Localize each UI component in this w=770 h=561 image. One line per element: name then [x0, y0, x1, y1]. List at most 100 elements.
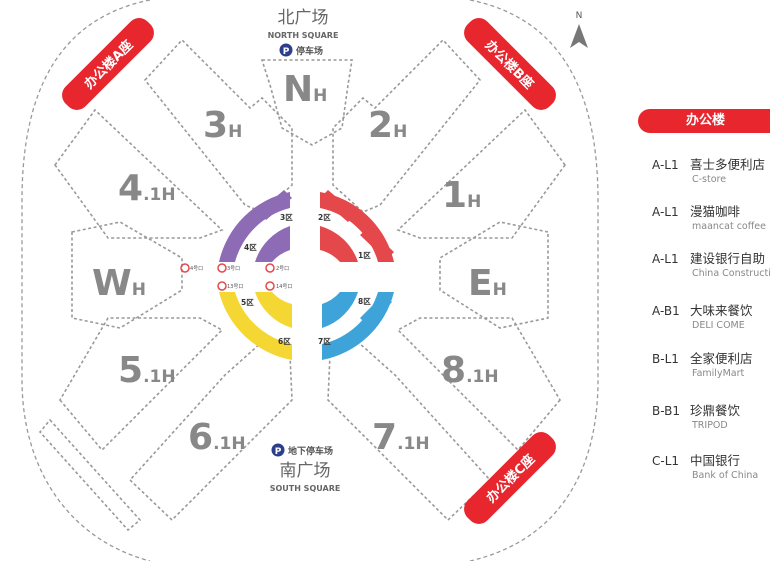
office-c-ribbon[interactable]: 办公楼C座	[459, 427, 561, 529]
zone-yellow-outer	[219, 292, 292, 360]
item-en: DELI COME	[692, 320, 745, 331]
zone-3-label[interactable]: 3区	[280, 213, 293, 222]
zone-2-label[interactable]: 2区	[318, 213, 331, 222]
office-a-ribbon[interactable]: 办公楼A座	[57, 13, 159, 115]
hall-3-label[interactable]: 3H	[203, 105, 242, 146]
metro-icon	[217, 281, 227, 291]
zone-7-label[interactable]: 7区	[318, 337, 331, 346]
hall-e-outline	[439, 221, 549, 329]
compass-north-label: N	[576, 11, 583, 21]
hall-4-outline	[54, 108, 224, 239]
north-square-title: 北广场	[278, 8, 329, 28]
hall-w-label[interactable]: WH	[92, 263, 146, 304]
list-item[interactable]: A-L1 漫猫咖啡 maancat coffee	[652, 201, 770, 232]
hall-5-label[interactable]: 5.1H	[118, 350, 176, 391]
item-code: C-L1	[652, 454, 680, 468]
exit-14-label[interactable]: 14号口	[276, 284, 292, 290]
item-name: 全家便利店	[690, 351, 753, 366]
parking-icon-glyph: P	[283, 47, 290, 57]
item-en: maancat coffee	[692, 221, 766, 232]
zone-red-inner	[320, 226, 358, 262]
item-name: 漫猫咖啡	[690, 204, 741, 219]
hall-outlines	[38, 38, 566, 532]
hall-4-label[interactable]: 4.1H	[118, 168, 176, 209]
metro-icon	[180, 263, 190, 273]
list-item[interactable]: A-L1 喜士多便利店 C-store	[652, 154, 770, 185]
exit-13-label[interactable]: 13号口	[227, 284, 243, 290]
office-panel: 办公楼 A-L1 喜士多便利店 C-store A-L1 漫猫咖啡 maancat …	[620, 0, 770, 561]
hall-6-outline	[128, 341, 293, 522]
exit-4-label[interactable]: 4号口	[190, 266, 203, 272]
item-code: A-L1	[652, 252, 679, 266]
metro-exits: 4号口 3号口 2号口 13号口 14号口	[180, 263, 292, 291]
item-code: A-B1	[652, 304, 680, 318]
item-en: Bank of China	[692, 470, 759, 481]
zone-4-label[interactable]: 4区	[244, 243, 257, 252]
hall-n-main: N	[283, 69, 313, 110]
list-item[interactable]: A-L1 建设银行自助 China Construction	[652, 248, 770, 279]
list-item[interactable]: C-L1 中国银行 Bank of China	[652, 450, 770, 481]
item-en: C-store	[692, 174, 727, 185]
exit-2-label[interactable]: 2号口	[276, 266, 289, 272]
hall-5-outline	[59, 317, 224, 452]
north-square-subtitle: NORTH SQUARE	[268, 31, 339, 40]
hall-8-label[interactable]: 8.1H	[441, 350, 499, 391]
item-name: 大味来餐饮	[690, 303, 753, 318]
zone-1-label[interactable]: 1区	[358, 251, 371, 260]
zone-3-bar	[258, 190, 292, 220]
zone-5-label[interactable]: 5区	[241, 298, 254, 307]
item-code: A-L1	[652, 205, 679, 219]
hall-2-label[interactable]: 2H	[368, 105, 407, 146]
hall-1-outline	[396, 108, 566, 239]
south-parking-label[interactable]: 地下停车场	[288, 445, 333, 457]
metro-icon	[265, 263, 275, 273]
sw-corridor-outline	[38, 418, 142, 532]
zone-purple-inner	[255, 226, 290, 262]
office-b-ribbon[interactable]: 办公楼B座	[459, 13, 561, 115]
list-item[interactable]: B-L1 全家便利店 FamilyMart	[652, 348, 770, 379]
hall-n-outline	[260, 59, 353, 146]
hall-n-sub: H	[313, 86, 327, 106]
list-item[interactable]: A-B1 大味来餐饮 DELI COME	[652, 300, 770, 331]
hall-8-outline	[396, 317, 561, 452]
south-square-subtitle: SOUTH SQUARE	[270, 484, 341, 493]
item-en: China Construction	[692, 268, 770, 279]
item-code: B-L1	[652, 352, 679, 366]
item-name: 喜士多便利店	[690, 157, 766, 172]
metro-icon	[217, 263, 227, 273]
zone-2-bar	[320, 190, 356, 222]
exit-3-label[interactable]: 3号口	[227, 266, 240, 272]
parking-icon	[271, 443, 285, 457]
parking-icon	[279, 43, 293, 57]
zone-1-bar	[360, 228, 394, 260]
central-hub	[219, 190, 394, 360]
venue-outline	[21, 0, 599, 561]
south-square-title: 南广场	[280, 461, 331, 481]
zone-6-label[interactable]: 6区	[278, 337, 291, 346]
zone-blue-inner	[322, 292, 358, 328]
zone-8-label[interactable]: 8区	[358, 297, 371, 306]
hall-e-label[interactable]: EH	[468, 263, 507, 304]
item-en: FamilyMart	[692, 368, 745, 379]
compass: N	[570, 11, 588, 48]
item-code: A-L1	[652, 158, 679, 172]
item-code: B-B1	[652, 404, 681, 418]
metro-icon	[265, 281, 275, 291]
hall-n-label[interactable]: NH	[283, 69, 327, 110]
hall-6-label[interactable]: 6.1H	[188, 417, 246, 458]
office-panel-title[interactable]: 办公楼	[638, 109, 770, 133]
north-arrow-icon	[570, 24, 588, 48]
north-parking-label[interactable]: 停车场	[296, 45, 323, 57]
zone-8-bar	[360, 294, 392, 326]
hall-7-label[interactable]: 7.1H	[372, 417, 430, 458]
item-en: TRIPOD	[692, 420, 728, 431]
venue-map: 4号口 3号口 2号口 13号口 14号口 3区 2区 4区 1区 5区 8区 …	[21, 0, 599, 561]
item-name: 建设银行自助	[690, 251, 766, 266]
list-item[interactable]: B-B1 珍鼎餐饮 TRIPOD	[652, 400, 770, 431]
hall-1-label[interactable]: 1H	[442, 175, 481, 216]
zone-yellow-inner	[255, 292, 292, 328]
item-name: 中国银行	[690, 453, 741, 468]
item-name: 珍鼎餐饮	[690, 403, 741, 418]
south-parking-icon-glyph: P	[275, 447, 282, 457]
hall-7-outline	[327, 341, 492, 522]
